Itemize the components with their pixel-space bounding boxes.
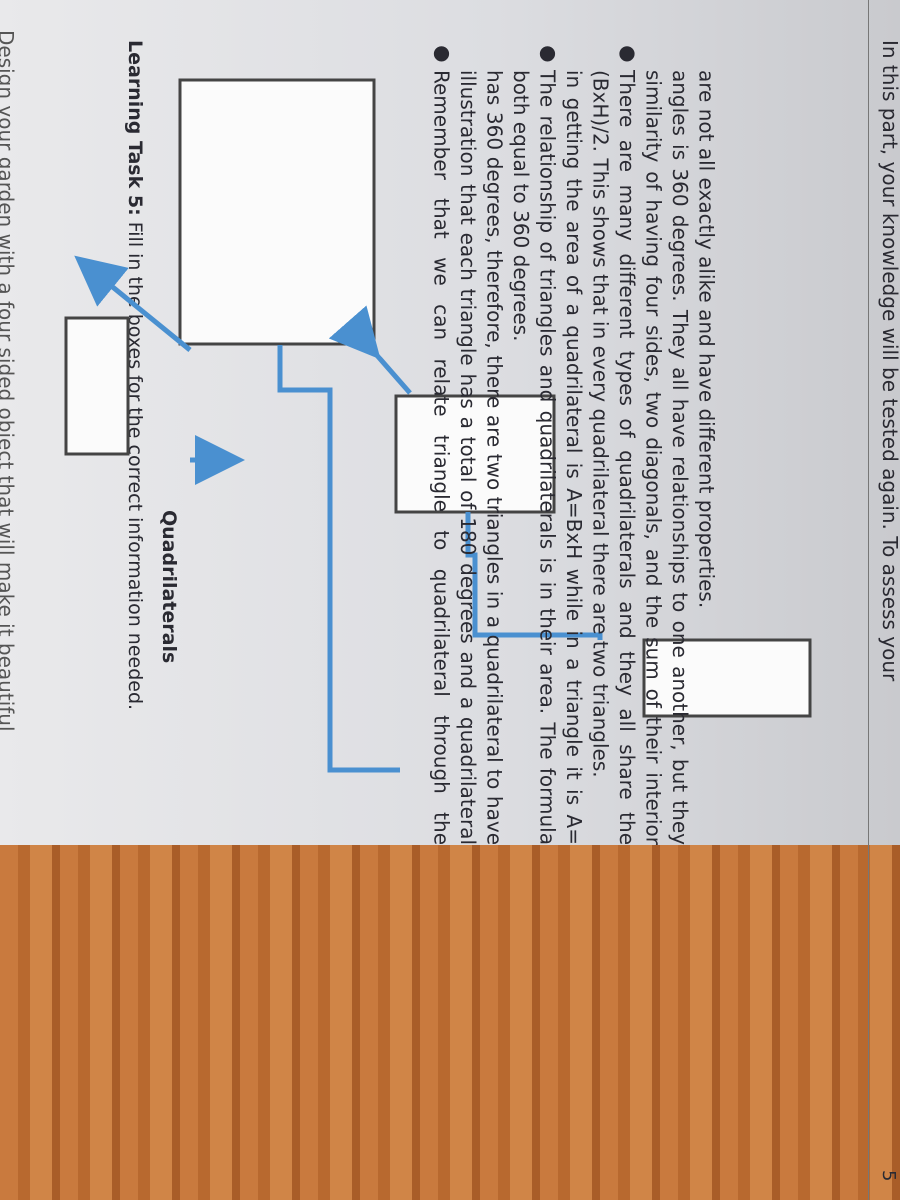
note-text: Remember that we can relate triangle to … xyxy=(429,70,534,845)
diagram-heading: Quadrilaterals xyxy=(158,510,180,664)
answer-box xyxy=(394,394,556,514)
answer-box xyxy=(64,316,130,456)
task-label: Learning Task 5: xyxy=(124,40,146,216)
page-number: 5 xyxy=(878,1170,899,1182)
note-text: There are many different types of quadri… xyxy=(615,70,719,845)
footer-text: In this part, your knowledge will be tes… xyxy=(878,40,900,682)
note: ● There are many different types of quadr… xyxy=(615,40,719,845)
answer-box xyxy=(178,78,376,346)
note: ● Remember that we can relate triangle to… xyxy=(429,40,534,845)
connector xyxy=(465,548,603,640)
note: ● The relationship of triangles and quadr… xyxy=(535,40,613,845)
margin-line xyxy=(868,0,869,1200)
arrow xyxy=(74,255,192,352)
notes: ● Remember that we can relate triangle to… xyxy=(428,40,720,845)
cut-header: Design your garden with a four sided obj… xyxy=(0,30,18,732)
answer-box xyxy=(642,638,812,718)
connector xyxy=(277,345,400,773)
note-text: The relationship of triangles and quadri… xyxy=(535,70,613,845)
arrow xyxy=(328,305,412,395)
